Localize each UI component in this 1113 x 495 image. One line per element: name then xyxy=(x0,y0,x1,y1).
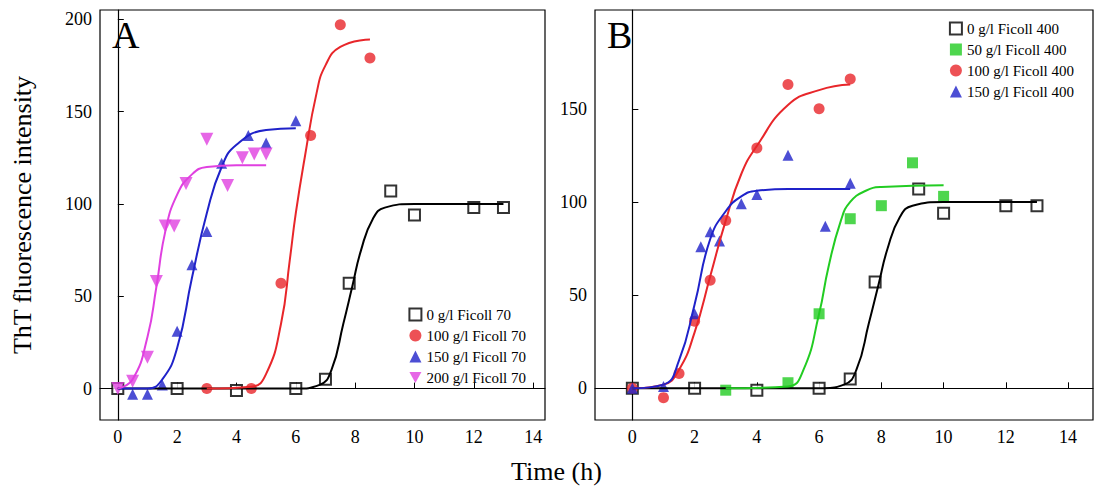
svg-text:100 g/l Ficoll 70: 100 g/l Ficoll 70 xyxy=(426,328,526,344)
svg-text:200: 200 xyxy=(65,9,92,29)
svg-text:100: 100 xyxy=(65,194,92,214)
svg-text:4: 4 xyxy=(232,427,241,447)
svg-text:6: 6 xyxy=(291,427,300,447)
svg-text:2: 2 xyxy=(173,427,182,447)
svg-text:50: 50 xyxy=(569,285,587,305)
svg-text:8: 8 xyxy=(877,427,886,447)
svg-text:14: 14 xyxy=(524,427,542,447)
svg-text:100 g/l Ficoll 400: 100 g/l Ficoll 400 xyxy=(967,63,1074,79)
svg-text:0: 0 xyxy=(113,427,122,447)
svg-text:Time (h): Time (h) xyxy=(511,457,602,486)
svg-text:0: 0 xyxy=(578,378,587,398)
svg-text:2: 2 xyxy=(690,427,699,447)
svg-text:12: 12 xyxy=(997,427,1015,447)
svg-text:6: 6 xyxy=(815,427,824,447)
svg-text:10: 10 xyxy=(935,427,953,447)
svg-text:10: 10 xyxy=(405,427,423,447)
svg-text:50 g/l Ficoll 400: 50 g/l Ficoll 400 xyxy=(967,42,1067,58)
svg-text:A: A xyxy=(112,14,140,56)
svg-text:150: 150 xyxy=(65,102,92,122)
svg-text:8: 8 xyxy=(351,427,360,447)
svg-text:0: 0 xyxy=(628,427,637,447)
svg-text:150 g/l Ficoll 400: 150 g/l Ficoll 400 xyxy=(967,84,1074,100)
svg-text:B: B xyxy=(607,14,632,56)
svg-text:200 g/l Ficoll 70: 200 g/l Ficoll 70 xyxy=(426,370,526,386)
svg-text:150 g/l Ficoll 70: 150 g/l Ficoll 70 xyxy=(426,349,526,365)
svg-text:0 g/l Ficoll 400: 0 g/l Ficoll 400 xyxy=(967,21,1059,37)
svg-text:0 g/l Ficoll 70: 0 g/l Ficoll 70 xyxy=(426,307,511,323)
svg-text:150: 150 xyxy=(560,99,587,119)
svg-text:ThT fluorescence intensity: ThT fluorescence intensity xyxy=(8,76,37,354)
svg-text:50: 50 xyxy=(74,286,92,306)
svg-text:14: 14 xyxy=(1059,427,1077,447)
svg-text:0: 0 xyxy=(83,379,92,399)
svg-text:12: 12 xyxy=(465,427,483,447)
svg-text:100: 100 xyxy=(560,192,587,212)
svg-text:4: 4 xyxy=(752,427,761,447)
